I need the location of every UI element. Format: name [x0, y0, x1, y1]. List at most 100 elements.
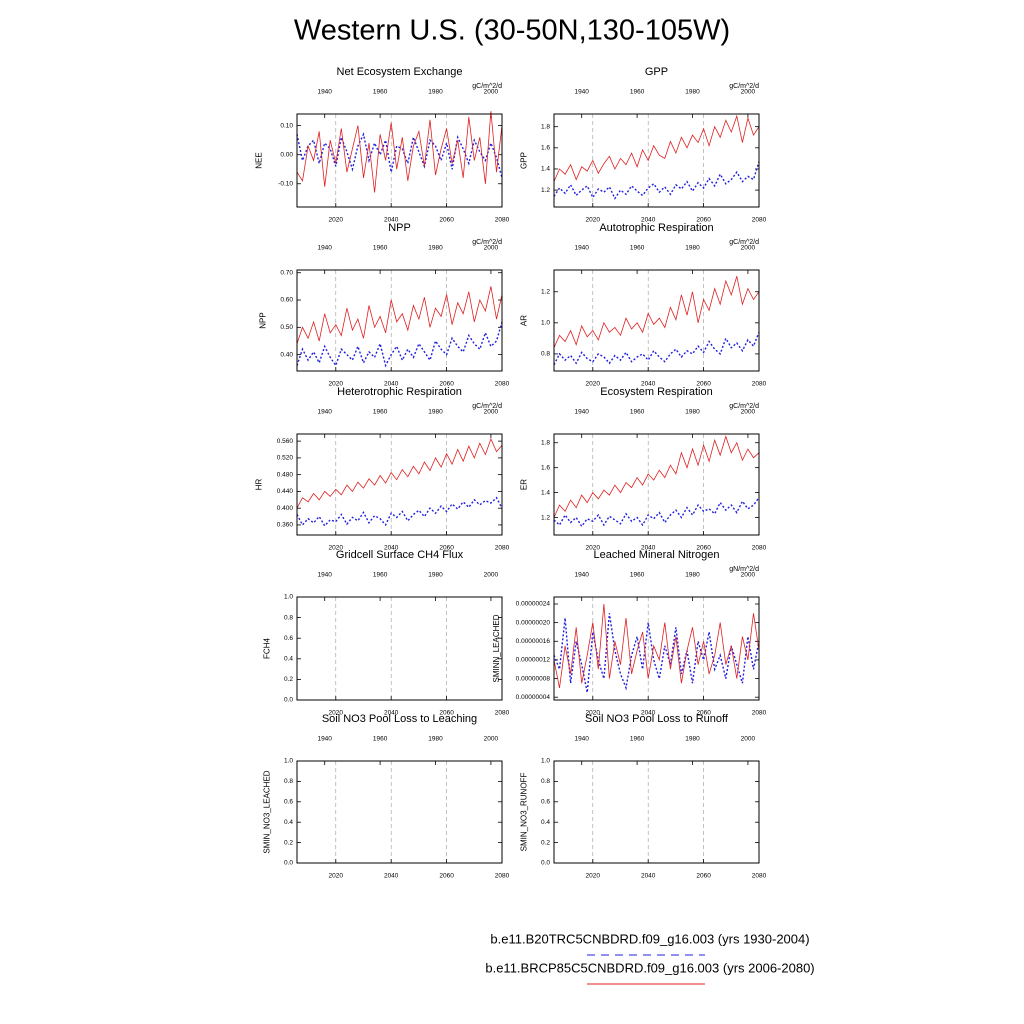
y-tick-label: 0.0 [284, 860, 293, 867]
x2-tick-label: 1960 [373, 89, 388, 96]
x2-tick-label: 2000 [741, 736, 756, 743]
x-tick-label: 2020 [329, 217, 344, 224]
y-tick-label: 0.2 [284, 676, 293, 683]
series-line [553, 161, 760, 200]
plot-frame [553, 113, 760, 208]
x-tick-label: 2020 [329, 710, 344, 717]
y-tick-label: 0.10 [280, 122, 293, 129]
series-line [296, 286, 503, 344]
x-tick-label: 2040 [641, 545, 656, 552]
y-tick-label: 1.8 [541, 123, 550, 130]
x2-tick-label: 1940 [317, 409, 332, 416]
x-tick-label: 2080 [752, 381, 767, 388]
y-tick-label: 0.520 [277, 455, 294, 462]
x2-tick-label: 2000 [484, 736, 499, 743]
y-tick-label: 0.560 [277, 438, 294, 445]
y-axis-label: NEE [255, 152, 264, 168]
y-tick-label: 1.0 [284, 594, 293, 601]
y-tick-label: 0.00000012 [516, 657, 551, 664]
x-tick-label: 2060 [696, 873, 711, 880]
panel: Leached Mineral Nitrogen gN/m^2/d 2020 2040… [492, 549, 767, 717]
x2-tick-label: 1960 [630, 245, 645, 252]
x-tick-label: 2040 [384, 381, 399, 388]
y-tick-label: 0.4 [284, 819, 293, 826]
x-tick-label: 2020 [586, 381, 601, 388]
panel: NPP gC/m^2/d 2020 2040 2060 2080 1940 1960 1980 2… [259, 222, 510, 388]
y-tick-label: 0.8 [541, 351, 550, 358]
y-tick-label: 1.2 [541, 514, 550, 521]
y-tick-label: 0.2 [284, 839, 293, 846]
x-tick-label: 2020 [329, 545, 344, 552]
x-tick-label: 2080 [495, 381, 510, 388]
y-tick-label: 0.50 [280, 324, 293, 331]
y-tick-label: 1.4 [541, 489, 550, 496]
x-tick-label: 2080 [752, 217, 767, 224]
series-line [553, 114, 760, 182]
y-axis-label: NPP [259, 312, 268, 328]
x-tick-label: 2040 [384, 873, 399, 880]
series-line [553, 331, 760, 366]
panel: Gridcell Surface CH4 Flux 2020 2040 2060 208… [262, 549, 509, 717]
y-tick-label: 0.400 [277, 505, 294, 512]
units-label: gC/m^2/d [472, 83, 502, 90]
x2-tick-label: 1980 [685, 409, 700, 416]
panel-title: GPP [645, 66, 668, 78]
units-label: gC/m^2/d [729, 83, 759, 90]
y-tick-label: 0.8 [541, 778, 550, 785]
series-line [553, 603, 760, 688]
plot-frame [553, 269, 760, 372]
x2-tick-label: 1940 [317, 572, 332, 579]
y-tick-label: 1.0 [541, 758, 550, 765]
x-tick-label: 2020 [329, 381, 344, 388]
x-tick-label: 2060 [696, 217, 711, 224]
y-tick-label: 0.00000020 [516, 619, 551, 626]
x-tick-label: 2080 [495, 545, 510, 552]
x-tick-label: 2080 [495, 710, 510, 717]
panel-title: Leached Mineral Nitrogen [594, 549, 720, 561]
y-tick-label: 1.4 [541, 166, 550, 173]
x-tick-label: 2060 [696, 381, 711, 388]
x2-tick-label: 1960 [373, 572, 388, 579]
y-tick-label: 0.0 [541, 860, 550, 867]
y-tick-label: 1.0 [541, 320, 550, 327]
y-tick-label: 0.480 [277, 471, 294, 478]
y-tick-label: 0.70 [280, 269, 293, 276]
x2-tick-label: 2000 [741, 409, 756, 416]
series-line [296, 437, 503, 509]
y-tick-label: 0.360 [277, 522, 294, 529]
plot-frame [296, 269, 503, 372]
series-line [296, 496, 503, 527]
y-axis-label: GPP [519, 152, 528, 169]
y-tick-label: 0.00 [280, 151, 293, 158]
y-tick-label: 0.00000004 [516, 694, 551, 701]
plot-frame [553, 596, 760, 701]
x-tick-label: 2040 [384, 545, 399, 552]
x2-tick-label: 1980 [428, 736, 443, 743]
x-tick-label: 2080 [752, 545, 767, 552]
units-label: gC/m^2/d [472, 239, 502, 246]
x2-tick-label: 1940 [574, 736, 589, 743]
x-tick-label: 2060 [696, 710, 711, 717]
y-tick-label: 1.2 [541, 288, 550, 295]
plot-frame [296, 760, 503, 864]
y-axis-label: SMIN_NO3_RUNOFF [519, 773, 528, 852]
x-tick-label: 2020 [586, 217, 601, 224]
y-tick-label: 0.00000016 [516, 638, 551, 645]
x2-tick-label: 1960 [630, 409, 645, 416]
y-tick-label: 1.8 [541, 439, 550, 446]
units-label: gC/m^2/d [729, 403, 759, 410]
plot-frame [296, 113, 503, 208]
series-line [553, 497, 760, 528]
y-tick-label: 0.2 [541, 839, 550, 846]
x2-tick-label: 1940 [574, 245, 589, 252]
x2-tick-label: 1960 [373, 736, 388, 743]
x2-tick-label: 1980 [428, 572, 443, 579]
series-line [296, 111, 503, 193]
x2-tick-label: 1980 [428, 245, 443, 252]
panel-title: Gridcell Surface CH4 Flux [336, 549, 464, 561]
panel: GPP gC/m^2/d 2020 2040 2060 2080 1940 1960 1980 2… [519, 66, 766, 224]
plot-frame [296, 596, 503, 701]
